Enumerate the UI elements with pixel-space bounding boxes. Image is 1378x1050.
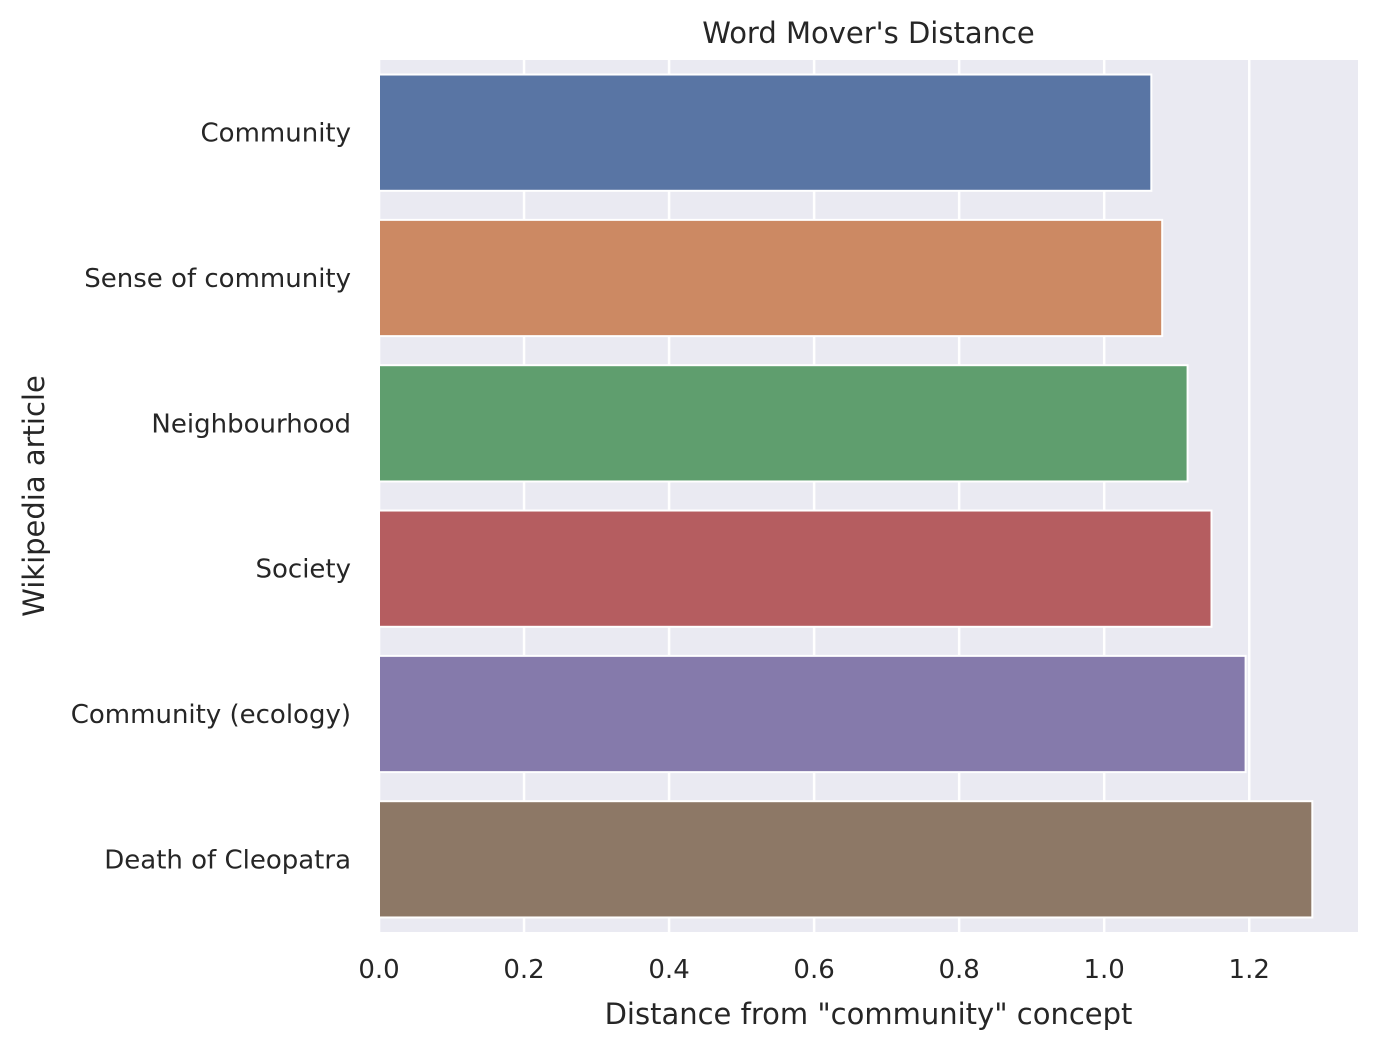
x-axis-title: Distance from "community" concept	[605, 997, 1133, 1031]
x-tick-label: 0.4	[648, 955, 689, 985]
bar	[378, 364, 1189, 483]
bar	[378, 218, 1164, 338]
y-tick-labels: Community Sense of community Neighbourhood…	[71, 119, 351, 876]
x-tick-label: 0.6	[793, 955, 834, 985]
y-axis-title: Wikipedia article	[17, 375, 51, 617]
bar	[378, 73, 1153, 192]
x-tick-label: 0.0	[358, 955, 399, 985]
x-tick-labels: 0.0 0.2 0.4 0.6 0.8 1.0 1.2	[358, 955, 1270, 985]
bar	[378, 654, 1247, 774]
y-tick-label: Neighbourhood	[151, 409, 351, 439]
y-tick-label: Community	[201, 119, 351, 149]
plot-area	[379, 60, 1358, 932]
y-tick-label: Community (ecology)	[71, 700, 351, 730]
bar	[378, 800, 1314, 919]
x-tick-label: 1.2	[1229, 955, 1270, 985]
x-tick-label: 0.8	[938, 955, 979, 985]
y-tick-label: Sense of community	[84, 264, 351, 294]
gridlines	[377, 60, 1251, 932]
x-tick-label: 0.2	[503, 955, 544, 985]
y-tick-label: Society	[255, 555, 351, 585]
x-tick-label: 1.0	[1084, 955, 1125, 985]
chart-title: Word Mover's Distance	[702, 16, 1035, 50]
y-tick-label: Death of Cleopatra	[104, 845, 351, 875]
bars	[378, 73, 1314, 919]
bar	[378, 509, 1213, 628]
